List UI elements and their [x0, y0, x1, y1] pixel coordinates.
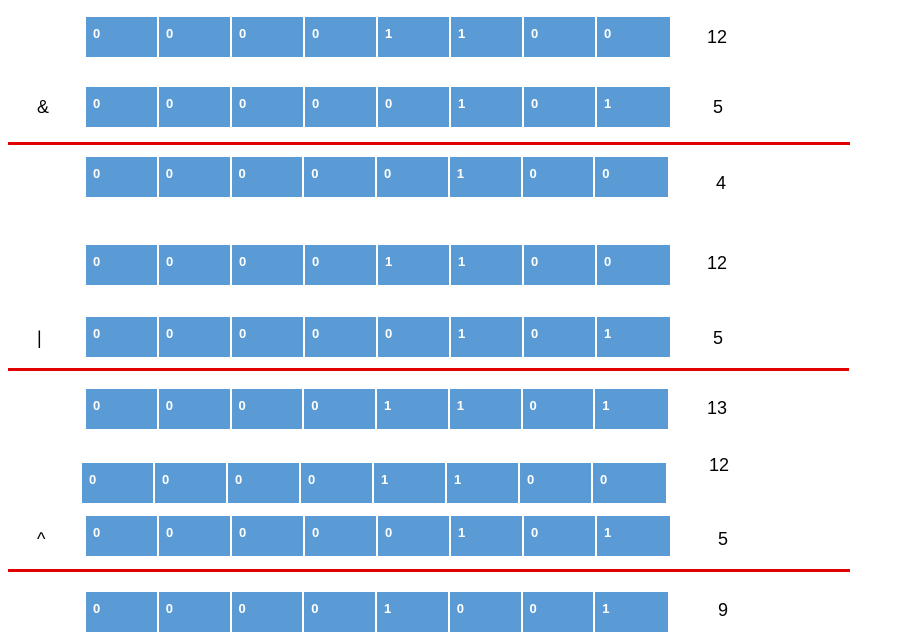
bit-cell: 0 — [593, 463, 666, 503]
bit-cell: 1 — [449, 389, 523, 429]
bit-cell: 0 — [304, 592, 377, 632]
bit-cell: 0 — [301, 463, 374, 503]
decimal-value: 5 — [713, 328, 724, 348]
bit-cell: 0 — [159, 87, 232, 127]
bit-cell: 0 — [524, 317, 597, 357]
bit-cell: 0 — [159, 17, 232, 57]
bit-cell: 0 — [86, 245, 159, 285]
bit-cell: 0 — [305, 245, 378, 285]
decimal-value: 12 — [709, 455, 730, 475]
operator-symbol: ^ — [37, 529, 46, 549]
bit-cell: 1 — [378, 17, 451, 57]
bit-cell: 1 — [378, 245, 451, 285]
decimal-value: 4 — [716, 173, 727, 193]
bit-cell: 0 — [377, 157, 450, 197]
bit-cell: 0 — [305, 87, 378, 127]
bit-cell: 1 — [451, 317, 524, 357]
bit-cell: 0 — [524, 516, 597, 556]
bit-cell: 1 — [449, 157, 523, 197]
bit-cell: 0 — [86, 87, 159, 127]
bit-cell: 0 — [305, 516, 378, 556]
bit-cell: 0 — [82, 463, 155, 503]
bit-cell: 0 — [449, 592, 523, 632]
bit-cell: 1 — [377, 389, 450, 429]
bit-cell: 1 — [595, 389, 668, 429]
bit-cell: 0 — [232, 245, 305, 285]
bit-cell: 0 — [159, 516, 232, 556]
bit-cell: 0 — [159, 245, 232, 285]
operator-symbol: & — [37, 97, 50, 117]
bit-cell: 0 — [305, 17, 378, 57]
bit-cell: 1 — [451, 516, 524, 556]
decimal-value: 12 — [707, 253, 728, 273]
bit-cell: 0 — [524, 245, 597, 285]
bit-cell: 0 — [231, 592, 305, 632]
bit-cell: 1 — [451, 87, 524, 127]
result-divider-line — [8, 368, 849, 371]
bit-cell: 0 — [520, 463, 593, 503]
bit-cell: 0 — [86, 389, 159, 429]
bit-cell: 1 — [597, 87, 670, 127]
bit-cell: 0 — [595, 157, 668, 197]
decimal-value: 5 — [713, 97, 724, 117]
bit-cell: 0 — [86, 17, 159, 57]
bit-cell: 0 — [228, 463, 301, 503]
bit-cell: 0 — [522, 389, 596, 429]
bit-cell: 0 — [86, 516, 159, 556]
bit-cell: 0 — [232, 87, 305, 127]
bit-cell: 0 — [159, 317, 232, 357]
bit-cell: 1 — [597, 317, 670, 357]
bit-cell: 0 — [597, 245, 670, 285]
bit-cell: 1 — [595, 592, 668, 632]
result-divider-line — [8, 569, 850, 572]
result-divider-line — [8, 142, 850, 145]
bit-cell: 0 — [86, 157, 159, 197]
decimal-value: 5 — [718, 529, 729, 549]
bit-cell: 0 — [304, 157, 377, 197]
bit-cell: 0 — [232, 317, 305, 357]
bit-cell: 0 — [86, 592, 159, 632]
bit-cell: 0 — [522, 157, 596, 197]
bit-cell: 0 — [524, 87, 597, 127]
bit-cell: 0 — [86, 317, 159, 357]
bit-cell: 0 — [597, 17, 670, 57]
bit-cell: 1 — [374, 463, 447, 503]
decimal-value: 13 — [707, 398, 728, 418]
bit-cell: 0 — [231, 157, 305, 197]
bit-cell: 1 — [451, 17, 524, 57]
bit-cell: 0 — [158, 592, 232, 632]
bit-cell: 0 — [378, 317, 451, 357]
operator-symbol: | — [37, 328, 42, 348]
bit-cell: 0 — [304, 389, 377, 429]
bit-cell: 1 — [597, 516, 670, 556]
bit-cell: 0 — [378, 87, 451, 127]
bit-cell: 0 — [305, 317, 378, 357]
bit-cell: 1 — [377, 592, 450, 632]
bit-cell: 0 — [522, 592, 596, 632]
bit-cell: 0 — [232, 17, 305, 57]
bit-cell: 1 — [447, 463, 520, 503]
decimal-value: 12 — [707, 27, 728, 47]
bit-cell: 0 — [231, 389, 305, 429]
bit-cell: 1 — [451, 245, 524, 285]
bit-cell: 0 — [158, 389, 232, 429]
bit-cell: 0 — [155, 463, 228, 503]
decimal-value: 9 — [718, 600, 729, 620]
bit-cell: 0 — [158, 157, 232, 197]
bit-cell: 0 — [378, 516, 451, 556]
bit-cell: 0 — [524, 17, 597, 57]
bit-cell: 0 — [232, 516, 305, 556]
